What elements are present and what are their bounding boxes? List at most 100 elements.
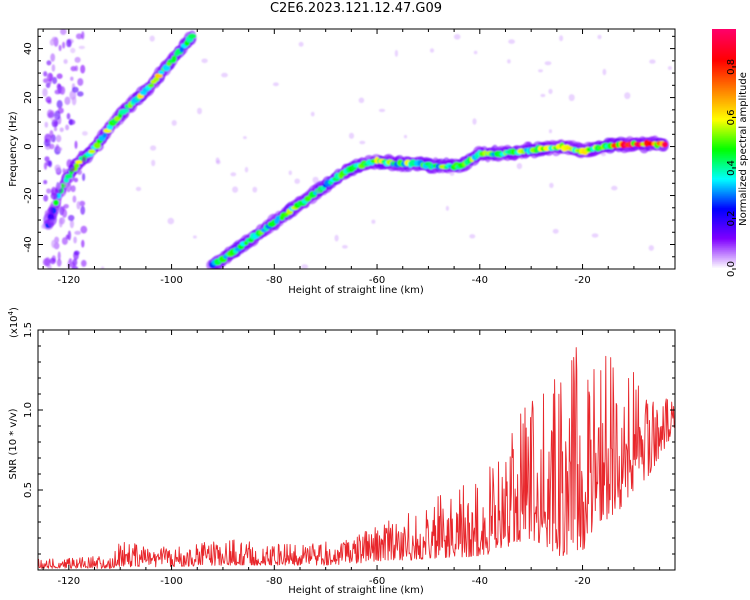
spectrogram-cell xyxy=(51,64,56,72)
spectrogram-cell xyxy=(80,205,86,215)
spectrogram-cell xyxy=(65,174,73,179)
spectrogram-cell xyxy=(469,234,476,239)
spectrogram-cell xyxy=(78,150,83,155)
colorbar-cell xyxy=(712,245,736,248)
colorbar-cell xyxy=(712,113,736,116)
colorbar-cell xyxy=(712,223,736,226)
spectrogram-cell xyxy=(46,109,54,119)
colorbar-cell xyxy=(712,103,736,106)
spectrogram-cell xyxy=(301,264,309,269)
spectrogram-cell xyxy=(221,72,228,78)
colorbar-cell xyxy=(712,37,736,40)
spectrogram-cell xyxy=(548,88,553,95)
spectrogram-cell xyxy=(57,147,63,152)
spectrogram-cell xyxy=(52,76,58,85)
spectrogram-cell xyxy=(151,159,156,167)
spectrogram-cell xyxy=(121,108,130,113)
spectrogram-cell xyxy=(150,145,157,151)
spectrogram-cell xyxy=(371,219,376,224)
spectrogram-cell xyxy=(69,219,74,229)
spectrogram-cell xyxy=(74,140,78,149)
colorbar-cell xyxy=(712,97,736,100)
colorbar-cell xyxy=(712,153,736,156)
spectrogram-ridge-2 xyxy=(206,135,670,269)
spectrogram-cell xyxy=(516,163,523,170)
colorbar-cell xyxy=(712,243,736,246)
colorbar-cell xyxy=(712,205,736,208)
y-tick-label: -40 xyxy=(23,236,34,252)
colorbar-cell xyxy=(712,69,736,72)
colorbar-cell xyxy=(712,65,736,68)
colorbar-cell xyxy=(712,213,736,216)
colorbar-cell xyxy=(712,137,736,140)
snr-multiplier-base: (x10 xyxy=(9,315,20,338)
spectrogram-faint-speckle xyxy=(41,29,672,269)
colorbar-cell xyxy=(712,165,736,168)
spectrogram-cell xyxy=(45,96,52,103)
spectrogram-cell xyxy=(600,152,607,157)
colorbar: 0.0 0.2 0.4 0.6 0.8 Normalized spectral ampl… xyxy=(712,29,749,277)
spectrogram-cell xyxy=(43,180,48,185)
spectrogram-cell xyxy=(71,96,77,106)
snr-x-ticks: -120 -100 -80 -60 -40 -20 xyxy=(42,330,661,587)
spectrogram-cell xyxy=(82,131,88,136)
spectrogram-cell xyxy=(55,183,63,190)
spectrogram-cell xyxy=(54,164,61,172)
spectrogram-cell xyxy=(403,134,408,139)
spectrogram-cell xyxy=(47,137,53,144)
colorbar-cell xyxy=(712,55,736,58)
spectrogram-cell xyxy=(252,186,258,193)
spectrogram-cell xyxy=(348,132,355,139)
spectrogram-cell xyxy=(80,64,86,74)
colorbar-cell xyxy=(712,219,736,222)
spectrogram-cell xyxy=(76,201,81,210)
colorbar-cell xyxy=(712,85,736,88)
spectrogram-y-axis-label: Frequency (Hz) xyxy=(8,111,19,187)
colorbar-cell xyxy=(712,229,736,232)
colorbar-tick-label: 0.2 xyxy=(726,211,737,227)
colorbar-cell xyxy=(712,173,736,176)
y-tick-label: 0.5 xyxy=(23,482,34,498)
spectrogram-cell xyxy=(82,173,86,182)
spectrogram-cell xyxy=(394,49,398,57)
y-tick-label: 0 xyxy=(23,143,34,149)
x-tick-label: -20 xyxy=(574,275,590,286)
spectrogram-cell xyxy=(272,82,279,87)
spectrogram-cell xyxy=(315,189,321,194)
spectrogram-cell xyxy=(102,132,108,138)
y-tick-label: 1.0 xyxy=(23,402,34,418)
spectrogram-cell xyxy=(171,55,177,62)
colorbar-cell xyxy=(712,221,736,224)
colorbar-cell xyxy=(712,259,736,262)
spectrogram-cell xyxy=(61,208,68,218)
spectrogram-cell xyxy=(58,44,62,52)
colorbar-cell xyxy=(712,39,736,42)
spectrogram-cell xyxy=(61,237,68,245)
colorbar-cell xyxy=(712,89,736,92)
colorbar-ticks: 0.0 0.2 0.4 0.6 0.8 xyxy=(726,59,737,277)
spectrogram-cell xyxy=(74,65,79,72)
colorbar-cell xyxy=(712,63,736,66)
spectrogram-heat-layer xyxy=(41,29,672,269)
spectrogram-cell xyxy=(549,182,554,189)
spectrogram-cell xyxy=(649,59,656,64)
snr-y-ticks: 0.5 1.0 1.5 xyxy=(23,322,675,555)
colorbar-cell xyxy=(712,139,736,142)
spectrogram-cell xyxy=(147,83,155,88)
colorbar-cell xyxy=(712,187,736,190)
spectrogram-cell xyxy=(64,96,71,106)
spectrogram-cell xyxy=(288,170,292,176)
spectrogram-cell xyxy=(50,115,58,122)
colorbar-cell xyxy=(712,131,736,134)
colorbar-cell xyxy=(712,233,736,236)
spectrogram-cell xyxy=(77,169,82,175)
spectrogram-cell xyxy=(79,200,86,207)
spectrogram-cell xyxy=(243,136,247,140)
spectrogram-cell xyxy=(358,97,365,104)
colorbar-cell xyxy=(712,175,736,178)
snr-multiplier-exp: 4 xyxy=(7,310,15,315)
spectrogram-cell xyxy=(59,127,64,133)
colorbar-gradient xyxy=(712,29,736,270)
spectrogram-cell xyxy=(359,140,366,145)
spectrogram-cell xyxy=(49,257,56,265)
